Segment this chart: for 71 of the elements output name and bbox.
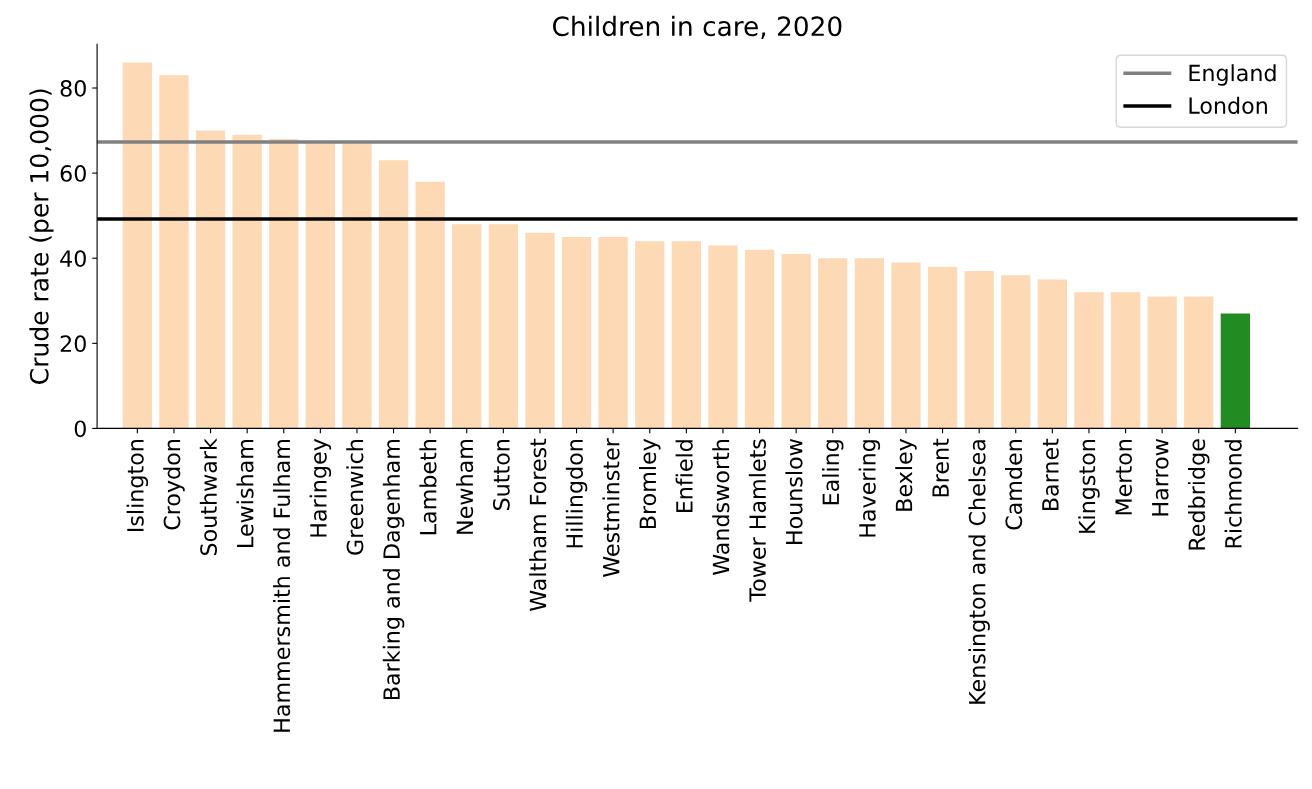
x-tick-label: Newham (455, 440, 474, 534)
bar (488, 224, 518, 429)
x-tick-label: Lewisham (236, 440, 254, 547)
x-tick-label: Kensington and Chelsea (968, 440, 990, 704)
x-tick-label: Waltham Forest (529, 438, 547, 612)
bar (964, 270, 994, 429)
bar (269, 139, 299, 429)
x-tick-label: Barking and Dagenham (382, 440, 405, 700)
y-tick-label: 0 (74, 420, 86, 438)
x-tick-label: Enfield (675, 440, 693, 513)
x-tick-label: Lambeth (419, 440, 437, 535)
x-tick-label: Barnet (1042, 438, 1059, 511)
bar (1110, 292, 1141, 429)
x-tick-label: Tower Hamlets (748, 439, 766, 602)
bar (854, 258, 884, 429)
bar (232, 134, 262, 429)
bar (305, 143, 335, 429)
bar (159, 75, 189, 429)
bar (195, 130, 226, 429)
bar (1184, 296, 1214, 429)
x-tick-label: Redbridge (1187, 439, 1210, 550)
x-tick-label: Wandsworth (712, 440, 730, 576)
x-tick-label: Merton (1115, 440, 1132, 515)
bar (708, 245, 738, 429)
x-tick-label: Harrow (1152, 439, 1169, 516)
chart-title: Children in care, 2020 (552, 15, 842, 39)
x-tick-label: Sutton (492, 440, 510, 510)
x-tick-label: Brent (932, 438, 949, 497)
bar (891, 262, 921, 429)
bar (561, 236, 592, 429)
x-tick-label: Kingston (1078, 440, 1100, 533)
y-tick-label: 60 (60, 165, 86, 182)
bar (342, 143, 372, 429)
bar (452, 224, 482, 429)
bar (744, 249, 775, 429)
x-tick-label: Southwark (199, 438, 217, 556)
bar (1147, 296, 1177, 429)
bar (671, 241, 701, 429)
x-tick-label: Richmond (1224, 440, 1242, 548)
x-tick-label: Croydon (163, 440, 185, 530)
bar (1001, 275, 1031, 429)
bar (378, 160, 409, 429)
y-axis-title: Crude rate (per 10,000) (29, 89, 54, 384)
x-tick-label: Hounslow (785, 439, 803, 544)
bar (1037, 279, 1067, 429)
bar (415, 181, 445, 429)
x-tick-label: Hillingdon (565, 440, 588, 548)
bar (781, 253, 811, 429)
x-tick-label: Westminster (602, 438, 620, 578)
bar (635, 241, 665, 429)
legend-label: England (1189, 64, 1276, 86)
bar (122, 62, 152, 429)
bar (525, 232, 555, 429)
y-tick-label: 20 (60, 335, 86, 353)
x-tick-label: Bexley (895, 438, 917, 511)
x-tick-label: Bromley (638, 438, 661, 529)
x-tick-label: Havering (858, 440, 881, 537)
legend-label: London (1189, 96, 1267, 114)
bar (1220, 313, 1250, 429)
x-tick-label: Greenwich (346, 440, 364, 555)
x-tick-label: Camden (1004, 440, 1023, 530)
x-tick-label: Islington (126, 440, 149, 532)
bar (927, 266, 958, 429)
x-tick-label: Hammersmith and Fulham (272, 440, 291, 732)
y-tick-label: 80 (60, 79, 86, 97)
x-tick-label: Haringey (309, 438, 332, 537)
y-tick-label: 40 (60, 250, 86, 267)
bar (598, 236, 628, 429)
bar (1074, 292, 1104, 429)
x-tick-label: Ealing (821, 440, 844, 505)
bar (818, 258, 848, 429)
